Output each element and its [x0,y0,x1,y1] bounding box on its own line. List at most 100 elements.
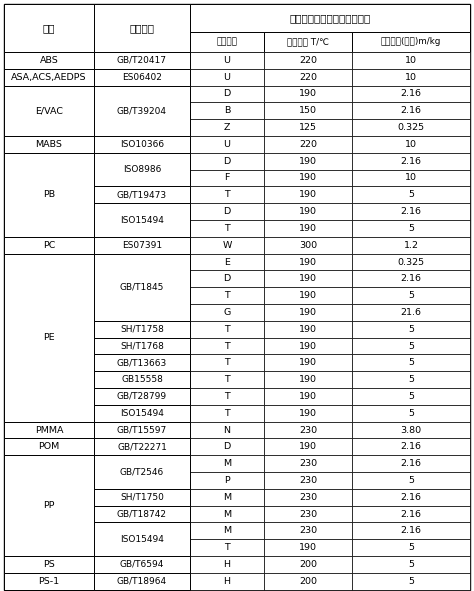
Text: T: T [224,358,230,367]
Text: D: D [223,207,231,216]
Text: 10: 10 [405,56,417,65]
Bar [264,421,352,439]
Bar [4,153,94,237]
Text: Z: Z [224,123,230,132]
Bar [352,153,470,170]
Bar [94,439,190,455]
Bar [352,52,470,69]
Text: 220: 220 [299,140,317,149]
Bar [352,556,470,573]
Bar [264,203,352,220]
Bar [264,237,352,254]
Bar [352,421,470,439]
Bar [352,573,470,590]
Bar [190,4,470,32]
Bar [94,405,190,421]
Bar [4,4,94,52]
Text: 5: 5 [408,476,414,485]
Bar [352,405,470,421]
Bar [352,355,470,371]
Bar [4,86,94,136]
Text: 21.6: 21.6 [401,308,421,317]
Text: 150: 150 [299,106,317,115]
Text: ASA,ACS,AEDPS: ASA,ACS,AEDPS [11,73,87,82]
Text: GB/T20417: GB/T20417 [117,56,167,65]
Bar [352,32,470,52]
Text: 条件代号: 条件代号 [217,37,237,47]
Text: 190: 190 [299,409,317,418]
Text: 5: 5 [408,577,414,586]
Text: N: N [224,426,230,434]
Bar [94,69,190,86]
Bar [94,388,190,405]
Text: 190: 190 [299,258,317,267]
Text: 230: 230 [299,493,317,502]
Bar [190,439,264,455]
Text: 0.325: 0.325 [397,258,425,267]
Bar [264,254,352,271]
Text: MABS: MABS [36,140,63,149]
Text: 230: 230 [299,527,317,535]
Bar [352,86,470,102]
Text: D: D [223,157,231,165]
Bar [352,505,470,522]
Bar [94,556,190,573]
Text: ISO15494: ISO15494 [120,409,164,418]
Text: 190: 190 [299,274,317,283]
Bar [190,220,264,237]
Bar [264,271,352,287]
Text: 190: 190 [299,89,317,99]
Bar [264,321,352,337]
Text: GB/T39204: GB/T39204 [117,106,167,115]
Bar [94,52,190,69]
Text: D: D [223,89,231,99]
Text: GB/T22271: GB/T22271 [117,442,167,452]
Bar [264,170,352,186]
Text: 230: 230 [299,509,317,518]
Bar [94,455,190,489]
Text: 190: 190 [299,308,317,317]
Bar [94,254,190,321]
Bar [264,32,352,52]
Bar [94,203,190,237]
Text: H: H [224,560,230,569]
Text: 190: 190 [299,224,317,233]
Text: 5: 5 [408,190,414,199]
Text: ES06402: ES06402 [122,73,162,82]
Text: 2.16: 2.16 [401,157,421,165]
Bar [352,186,470,203]
Bar [94,86,190,136]
Bar [352,388,470,405]
Bar [264,539,352,556]
Text: 5: 5 [408,224,414,233]
Text: GB15558: GB15558 [121,375,163,384]
Bar [4,455,94,556]
Text: E/VAC: E/VAC [35,106,63,115]
Text: GB/T13663: GB/T13663 [117,358,167,367]
Bar [264,573,352,590]
Bar [94,136,190,153]
Bar [4,556,94,573]
Text: 230: 230 [299,476,317,485]
Text: PC: PC [43,241,55,250]
Text: B: B [224,106,230,115]
Text: 5: 5 [408,291,414,300]
Text: D: D [223,442,231,452]
Text: POM: POM [38,442,60,452]
Text: 2.16: 2.16 [401,459,421,468]
Bar [264,439,352,455]
Bar [352,321,470,337]
Text: T: T [224,291,230,300]
Text: 190: 190 [299,157,317,165]
Bar [190,102,264,119]
Bar [264,337,352,355]
Bar [352,455,470,472]
Text: T: T [224,342,230,350]
Text: PMMA: PMMA [35,426,63,434]
Bar [264,556,352,573]
Bar [4,237,94,254]
Bar [190,136,264,153]
Bar [190,69,264,86]
Text: 190: 190 [299,375,317,384]
Text: 5: 5 [408,342,414,350]
